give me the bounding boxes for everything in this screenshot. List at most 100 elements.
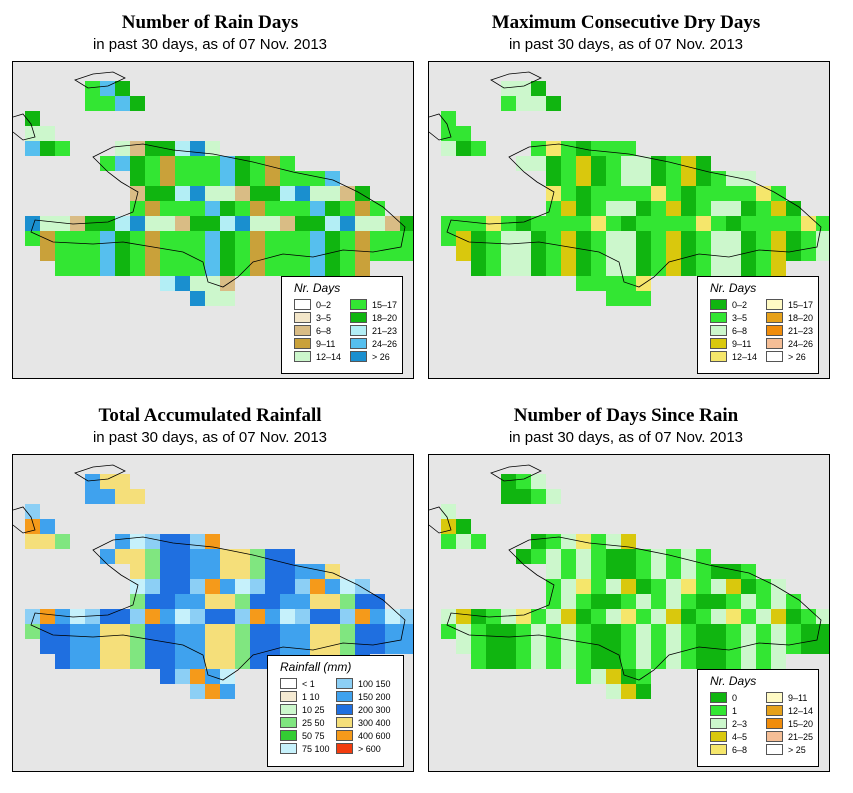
legend-label: 21–25 <box>788 732 814 742</box>
grid-cell <box>666 579 681 594</box>
grid-cell <box>280 639 295 654</box>
grid-cell <box>85 639 100 654</box>
grid-cell <box>681 186 696 201</box>
grid-cell <box>741 261 756 276</box>
coastline <box>30 536 406 681</box>
grid-cell <box>25 231 40 246</box>
grid-cell <box>115 639 130 654</box>
grid-cell <box>771 186 786 201</box>
legend-swatch <box>350 325 367 336</box>
grid-cell <box>576 201 591 216</box>
grid-cell <box>726 564 741 579</box>
grid-cell <box>265 216 280 231</box>
legend-swatch <box>766 299 783 310</box>
grid-cell <box>786 216 801 231</box>
legend-swatch <box>280 704 297 715</box>
grid-cell <box>70 246 85 261</box>
grid-cell <box>711 231 726 246</box>
grid-cell <box>816 609 829 624</box>
grid-cell <box>696 594 711 609</box>
grid-cell <box>220 579 235 594</box>
grid-cell <box>531 216 546 231</box>
legend-swatch <box>710 312 727 323</box>
grid-cell <box>546 171 561 186</box>
grid-cell <box>220 231 235 246</box>
grid-cell <box>175 246 190 261</box>
grid-cell <box>531 534 546 549</box>
grid-cell <box>205 186 220 201</box>
grid-cell <box>220 684 235 699</box>
legend-item: 15–17 <box>350 299 397 311</box>
grid-cell <box>636 579 651 594</box>
grid-cell <box>546 96 561 111</box>
grid-cell <box>681 594 696 609</box>
grid-cell <box>636 246 651 261</box>
grid-cell <box>115 141 130 156</box>
legend-label: 3–5 <box>316 313 332 323</box>
grid-cell <box>561 534 576 549</box>
grid-cell <box>711 609 726 624</box>
grid-cell <box>561 201 576 216</box>
legend-swatch <box>294 338 311 349</box>
grid-cell <box>726 186 741 201</box>
legend-swatch <box>280 717 297 728</box>
grid-cell <box>591 171 606 186</box>
grid-cell <box>786 624 801 639</box>
grid-cell <box>651 549 666 564</box>
grid-cell <box>816 246 829 261</box>
grid-cell <box>310 624 325 639</box>
grid-cell <box>265 624 280 639</box>
grid-cell <box>265 261 280 276</box>
legend-label: 0–2 <box>732 300 748 310</box>
grid-cell <box>591 261 606 276</box>
legend-item: 75 100 <box>280 743 330 755</box>
grid-cell <box>370 594 385 609</box>
legend-item: > 25 <box>766 744 806 756</box>
grid-cell <box>280 186 295 201</box>
grid-cell <box>205 639 220 654</box>
grid-cell <box>40 639 55 654</box>
legend-item: > 600 <box>336 743 381 755</box>
grid-cell <box>666 624 681 639</box>
legend-swatch <box>766 718 783 729</box>
grid-cell <box>666 639 681 654</box>
grid-cell <box>621 201 636 216</box>
grid-cell <box>681 654 696 669</box>
grid-cell <box>55 639 70 654</box>
grid-cell <box>370 231 385 246</box>
grid-cell <box>546 564 561 579</box>
grid-cell <box>85 246 100 261</box>
grid-cell <box>55 624 70 639</box>
legend-swatch <box>766 351 783 362</box>
grid-cell <box>310 231 325 246</box>
legend-label: 200 300 <box>358 705 391 715</box>
legend-item: 24–26 <box>350 338 397 350</box>
map-grid <box>13 71 413 306</box>
grid-cell <box>636 186 651 201</box>
legend-swatch <box>350 299 367 310</box>
grid-cell <box>175 231 190 246</box>
grid-cell <box>115 654 130 669</box>
grid-cell <box>370 624 385 639</box>
grid-cell <box>441 111 456 126</box>
grid-cell <box>771 639 786 654</box>
legend-swatch <box>336 743 353 754</box>
grid-cell <box>576 654 591 669</box>
grid-cell <box>130 216 145 231</box>
grid-cell <box>531 639 546 654</box>
grid-cell <box>205 534 220 549</box>
grid-cell <box>441 504 456 519</box>
legend-label: 6–8 <box>732 745 748 755</box>
grid-cell <box>310 201 325 216</box>
grid-cell <box>456 519 471 534</box>
grid-cell <box>591 156 606 171</box>
grid-cell <box>726 609 741 624</box>
grid-cell <box>681 231 696 246</box>
grid-cell <box>190 579 205 594</box>
legend-item: 15–17 <box>766 299 813 311</box>
legend-item: 25 50 <box>280 717 325 729</box>
grid-cell <box>175 639 190 654</box>
grid-cell <box>220 669 235 684</box>
grid-cell <box>621 261 636 276</box>
grid-cell <box>531 654 546 669</box>
